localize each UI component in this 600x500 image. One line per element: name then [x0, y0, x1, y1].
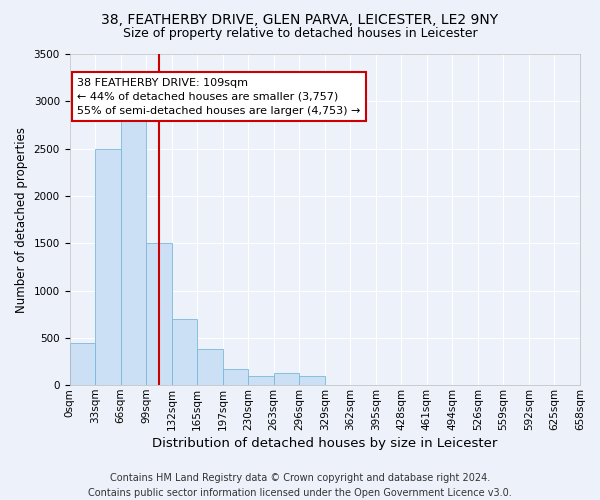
Text: 38, FEATHERBY DRIVE, GLEN PARVA, LEICESTER, LE2 9NY: 38, FEATHERBY DRIVE, GLEN PARVA, LEICEST…: [101, 12, 499, 26]
Text: Size of property relative to detached houses in Leicester: Size of property relative to detached ho…: [122, 28, 478, 40]
X-axis label: Distribution of detached houses by size in Leicester: Distribution of detached houses by size …: [152, 437, 497, 450]
Bar: [172, 319, 197, 385]
Bar: [146, 243, 172, 385]
Bar: [274, 373, 299, 385]
Bar: [95, 148, 121, 385]
Bar: [299, 376, 325, 385]
Text: Contains HM Land Registry data © Crown copyright and database right 2024.
Contai: Contains HM Land Registry data © Crown c…: [88, 472, 512, 498]
Bar: [121, 120, 146, 385]
Y-axis label: Number of detached properties: Number of detached properties: [15, 126, 28, 312]
Bar: [248, 376, 274, 385]
Bar: [70, 342, 95, 385]
Bar: [223, 369, 248, 385]
Bar: [197, 349, 223, 385]
Text: 38 FEATHERBY DRIVE: 109sqm
← 44% of detached houses are smaller (3,757)
55% of s: 38 FEATHERBY DRIVE: 109sqm ← 44% of deta…: [77, 78, 361, 116]
